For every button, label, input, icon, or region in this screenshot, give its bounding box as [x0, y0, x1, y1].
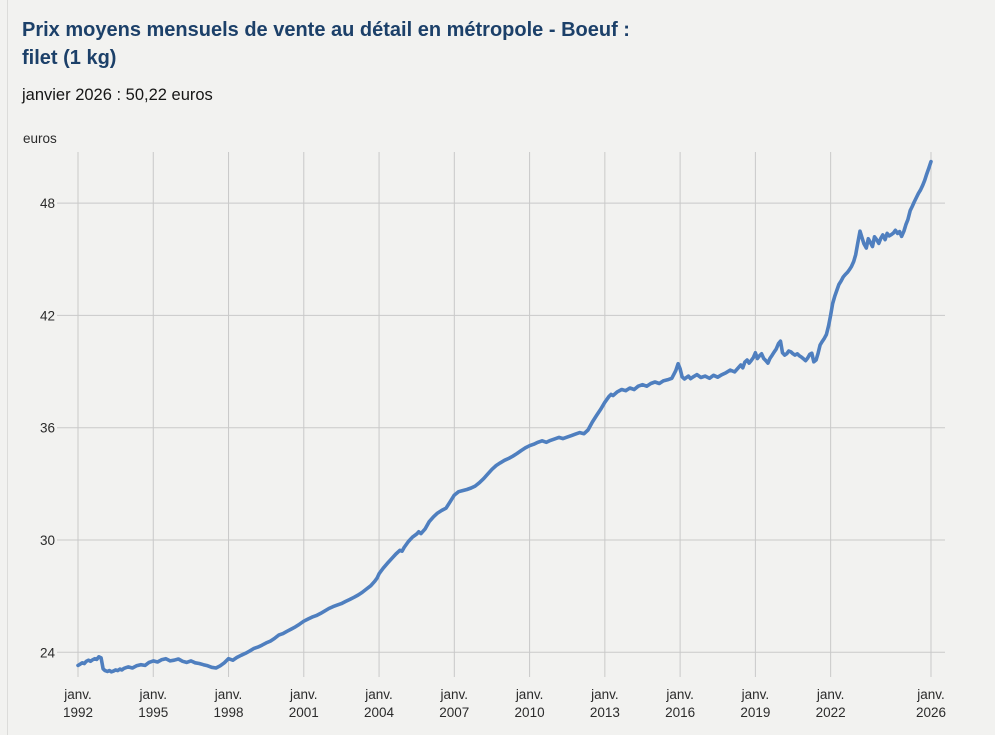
panel-left-border: [7, 0, 8, 735]
x-tick-label-year: 2022: [816, 705, 846, 720]
x-tick-label-year: 2010: [515, 705, 545, 720]
x-tick-label-month: janv.: [916, 687, 945, 702]
x-tick-label-month: janv.: [289, 687, 318, 702]
x-tick-label-month: janv.: [139, 687, 168, 702]
x-tick-label-year: 1998: [214, 705, 244, 720]
y-tick-label: 42: [40, 308, 55, 323]
latest-value-subtitle: janvier 2026 : 50,22 euros: [22, 86, 213, 104]
x-tick-label-year: 1992: [63, 705, 93, 720]
x-tick-label-month: janv.: [214, 687, 243, 702]
y-axis-unit-label: euros: [23, 131, 57, 146]
y-tick-label: 48: [40, 196, 55, 211]
x-tick-label-year: 2004: [364, 705, 395, 720]
page-title-line2: filet (1 kg): [22, 47, 117, 69]
x-tick-label-year: 2001: [289, 705, 319, 720]
chart-header: Prix moyens mensuels de vente au détail …: [22, 16, 762, 72]
x-tick-label-year: 2007: [439, 705, 469, 720]
y-tick-label: 24: [40, 645, 56, 660]
x-tick-label-month: janv.: [515, 687, 544, 702]
x-tick-label-month: janv.: [590, 687, 619, 702]
x-axis-tick-labels: janv. 1992 janv. 1995 janv. 1998 janv. 2001 janv…: [63, 687, 946, 720]
y-axis-tick-labels: 24 30 36 42 48: [40, 196, 56, 660]
y-tick-label: 36: [40, 421, 55, 436]
x-tick-label-month: janv.: [665, 687, 694, 702]
x-tick-label-month: janv.: [440, 687, 469, 702]
x-tick-label-month: janv.: [364, 687, 393, 702]
x-tick-label-month: janv.: [816, 687, 845, 702]
x-tick-label-year: 1995: [138, 705, 168, 720]
page-title-line1: Prix moyens mensuels de vente au détail …: [22, 19, 630, 41]
price-series-line[interactable]: [76, 159, 933, 674]
x-tick-label-month: janv.: [63, 687, 92, 702]
page-title: Prix moyens mensuels de vente au détail …: [22, 16, 762, 72]
x-tick-label-year: 2019: [740, 705, 770, 720]
x-tick-label-year: 2016: [665, 705, 695, 720]
x-tick-label-month: janv.: [741, 687, 770, 702]
x-tick-label-year: 2026: [916, 705, 946, 720]
chart-gridlines: [57, 152, 945, 677]
y-tick-label: 30: [40, 533, 55, 548]
x-tick-label-year: 2013: [590, 705, 620, 720]
